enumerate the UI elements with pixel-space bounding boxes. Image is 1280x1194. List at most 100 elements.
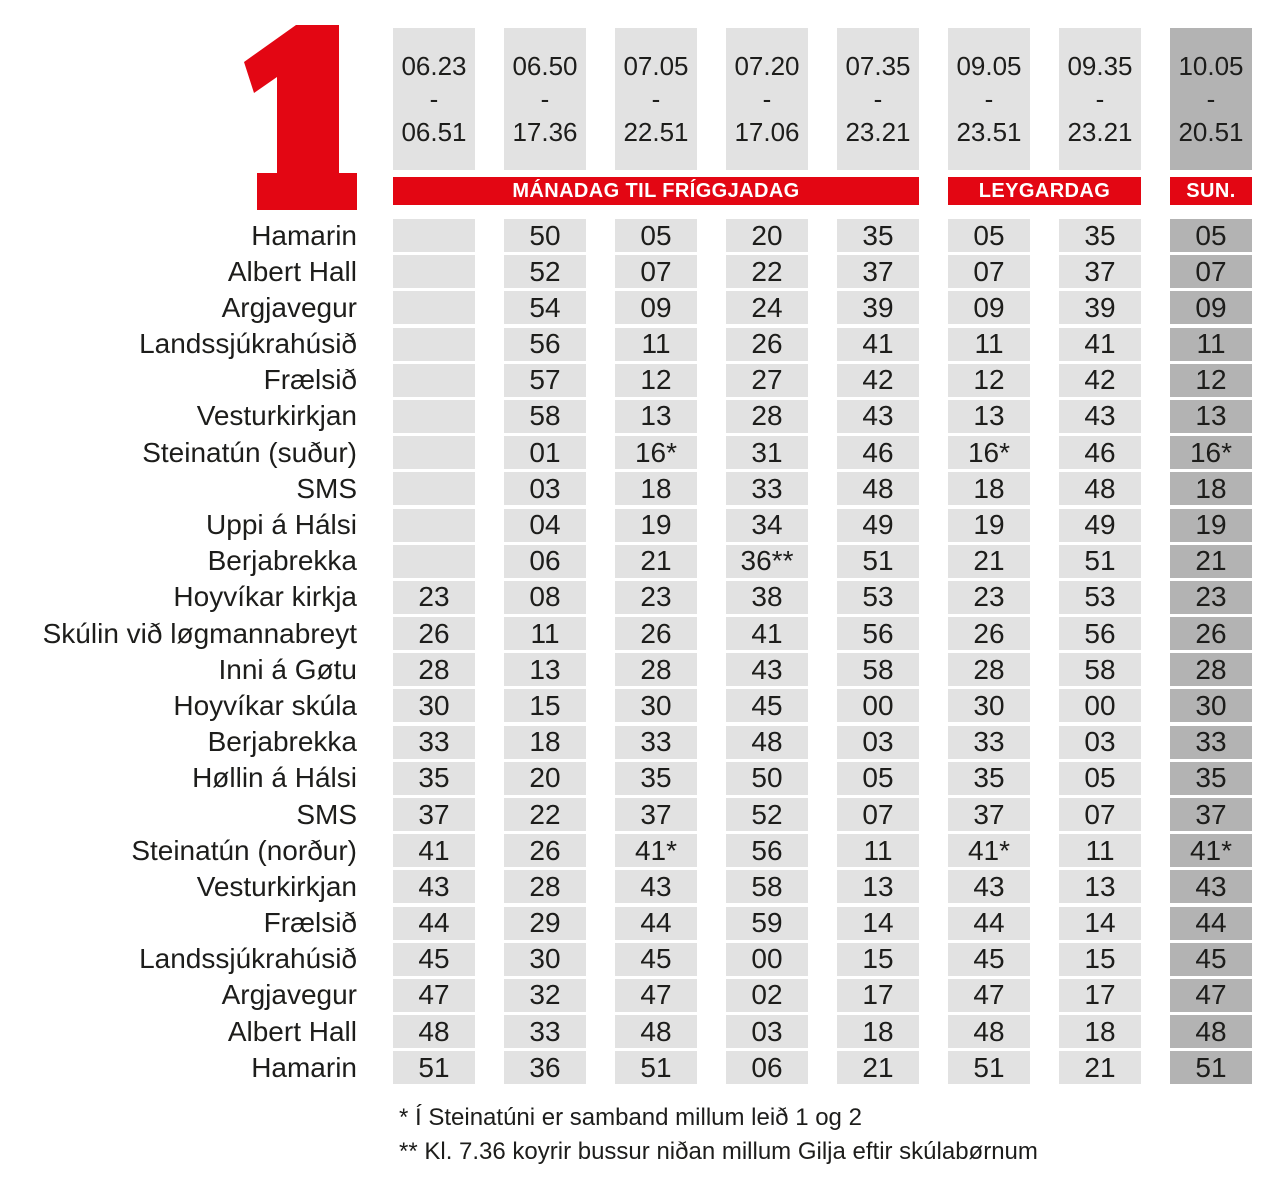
- time-cell: 21: [615, 544, 697, 578]
- stop-label: Berjabrekka: [207, 726, 357, 758]
- time-cell: 11: [615, 327, 697, 361]
- time-cell: 35: [837, 219, 919, 252]
- stop-label: Frælsið: [263, 364, 357, 396]
- stop-label: Landssjúkrahúsið: [139, 328, 357, 360]
- time-cell: 22: [504, 798, 586, 831]
- time-header-box-4: 07.20-17.06: [726, 28, 808, 170]
- time-cell: 51: [948, 1051, 1030, 1085]
- stop-label: Albert Hall: [227, 255, 357, 287]
- time-cell: 49: [1059, 508, 1141, 542]
- time-cell: 12: [1170, 363, 1252, 397]
- time-range-separator: -: [873, 83, 883, 114]
- time-end: 06.51: [401, 116, 467, 147]
- time-range-header-row: 06.23-06.51 06.50-17.36 07.05-22.51 07.20-1…: [0, 28, 1252, 170]
- time-cell: 41: [726, 617, 808, 651]
- stop-label: Steinatún (norður): [131, 834, 357, 866]
- time-start: 06.50: [512, 50, 578, 81]
- stop-label: Argjavegur: [221, 979, 357, 1011]
- time-cell: 38: [726, 580, 808, 614]
- time-cell: 22: [726, 255, 808, 289]
- time-cell: 12: [948, 363, 1030, 397]
- stop-label: Hoyvíkar skúla: [173, 689, 357, 721]
- time-cell: 23: [1170, 580, 1252, 614]
- time-cell: 37: [1170, 798, 1252, 831]
- stop-label: Steinatún (suður): [142, 436, 357, 468]
- time-cell: 41*: [615, 834, 697, 868]
- stop-label: Berjabrekka: [207, 545, 357, 577]
- time-header-box-3: 07.05-22.51: [615, 28, 697, 170]
- time-cell: 53: [837, 580, 919, 614]
- time-cell: 26: [615, 617, 697, 651]
- time-cell: 57: [504, 363, 586, 397]
- time-cell: 28: [393, 653, 475, 687]
- time-cell: 36**: [726, 544, 808, 578]
- time-cell: 33: [1170, 725, 1252, 759]
- time-cell: 48: [393, 1015, 475, 1049]
- time-cell: 54: [504, 291, 586, 325]
- time-cell: 15: [837, 942, 919, 976]
- time-cell: 28: [726, 399, 808, 433]
- time-cell: 42: [1059, 363, 1141, 397]
- time-cell: 47: [615, 978, 697, 1012]
- stop-label: Vesturkirkjan: [196, 870, 357, 902]
- time-cell: 07: [948, 255, 1030, 289]
- time-start: 07.35: [845, 50, 911, 81]
- time-cell: 43: [948, 870, 1030, 904]
- time-cell: 45: [726, 689, 808, 723]
- time-cell: 02: [726, 978, 808, 1012]
- time-cell: 43: [1170, 870, 1252, 904]
- time-cell: 52: [726, 798, 808, 831]
- time-range-separator: -: [762, 83, 772, 114]
- time-cell: 07: [1059, 798, 1141, 831]
- time-cell: 30: [948, 689, 1030, 723]
- time-cell: 07: [615, 255, 697, 289]
- time-cell: 15: [504, 689, 586, 723]
- time-cell: 47: [393, 978, 475, 1012]
- time-cell: 03: [726, 1015, 808, 1049]
- time-cell: 47: [948, 978, 1030, 1012]
- time-cell: [393, 255, 475, 289]
- time-cell: 37: [948, 798, 1030, 831]
- time-cell: 33: [948, 725, 1030, 759]
- time-cell: 30: [1170, 689, 1252, 723]
- time-start: 10.05: [1178, 50, 1244, 81]
- time-cell: 43: [393, 870, 475, 904]
- time-cell: 06: [726, 1051, 808, 1085]
- stop-label: SMS: [296, 472, 357, 504]
- footnote-line-2: ** Kl. 7.36 koyrir bussur niðan millum G…: [399, 1138, 1038, 1165]
- time-start: 09.05: [956, 50, 1022, 81]
- time-cell: 06: [504, 544, 586, 578]
- time-cell: 09: [1170, 291, 1252, 325]
- time-cell: 03: [837, 725, 919, 759]
- time-cell: [393, 291, 475, 325]
- time-cell: 44: [615, 906, 697, 940]
- time-start: 09.35: [1067, 50, 1133, 81]
- stop-label: Hamarin: [251, 219, 357, 251]
- time-cell: 20: [504, 761, 586, 795]
- time-cell: 05: [1059, 761, 1141, 795]
- time-cell: 26: [1170, 617, 1252, 651]
- time-cell: 13: [504, 653, 586, 687]
- time-cell: 43: [1059, 399, 1141, 433]
- time-cell: 45: [393, 942, 475, 976]
- time-cell: 14: [1059, 906, 1141, 940]
- footnotes: * Í Steinatúni er samband millum leið 1 …: [399, 1101, 1038, 1169]
- time-cell: 21: [1059, 1051, 1141, 1085]
- time-header-box-1: 06.23-06.51: [393, 28, 475, 170]
- time-cell: 26: [948, 617, 1030, 651]
- time-cell: 44: [948, 906, 1030, 940]
- time-start: 07.05: [623, 50, 689, 81]
- time-cell: 39: [837, 291, 919, 325]
- time-cell: 11: [1059, 834, 1141, 868]
- time-cell: 11: [504, 617, 586, 651]
- time-cell: 00: [726, 942, 808, 976]
- time-cell: 15: [1059, 942, 1141, 976]
- stop-label: Argjavegur: [221, 291, 357, 323]
- time-cell: [393, 472, 475, 506]
- time-cell: 21: [1170, 544, 1252, 578]
- time-cell: 24: [726, 291, 808, 325]
- time-cell: 41: [1059, 327, 1141, 361]
- time-cell: 37: [393, 798, 475, 831]
- time-range-separator: -: [651, 83, 661, 114]
